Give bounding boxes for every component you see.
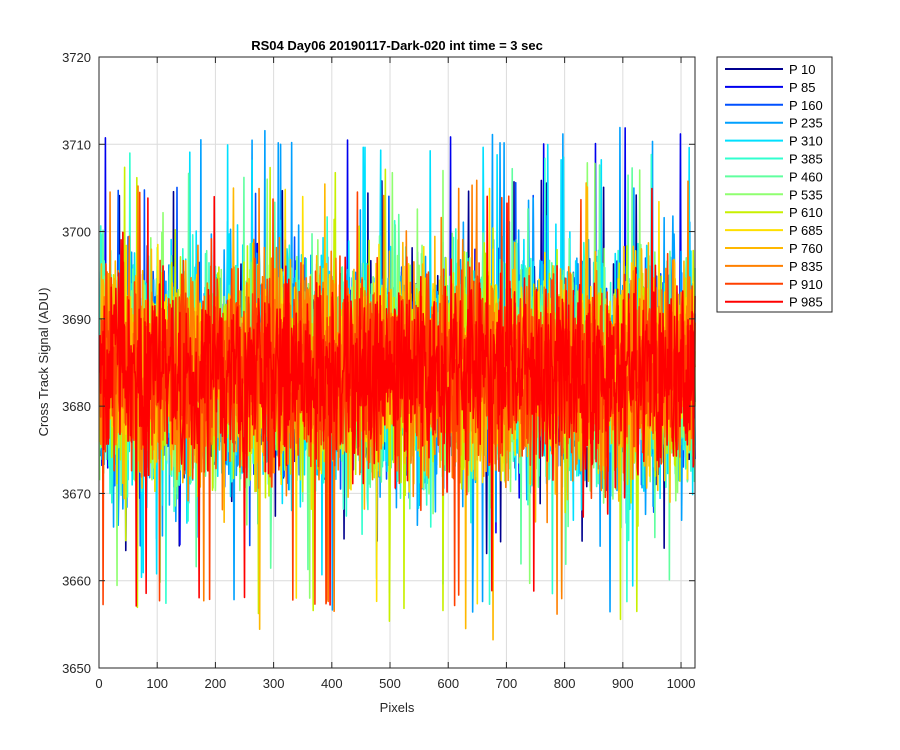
legend-item: P 610 bbox=[725, 205, 823, 220]
x-tick-label: 500 bbox=[379, 676, 401, 691]
legend-item: P 385 bbox=[725, 152, 823, 167]
legend-label: P 310 bbox=[789, 134, 823, 149]
x-tick-label: 300 bbox=[263, 676, 285, 691]
legend-label: P 535 bbox=[789, 187, 823, 202]
x-tick-label: 1000 bbox=[667, 676, 696, 691]
y-tick-label: 3650 bbox=[62, 661, 91, 676]
legend-item: P 835 bbox=[725, 259, 823, 274]
series-layer bbox=[98, 126, 696, 641]
chart-title: RS04 Day06 20190117-Dark-020 int time = … bbox=[251, 38, 543, 53]
plot-frame bbox=[98, 56, 696, 669]
x-tick-label: 700 bbox=[496, 676, 518, 691]
legend-item: P 685 bbox=[725, 223, 823, 238]
y-tick-label: 3680 bbox=[62, 399, 91, 414]
legend-label: P 235 bbox=[789, 116, 823, 131]
legend-label: P 835 bbox=[789, 259, 823, 274]
legend-item: P 160 bbox=[725, 98, 823, 113]
legend-box bbox=[716, 56, 833, 313]
x-tick-label: 900 bbox=[612, 676, 634, 691]
x-tick-label: 400 bbox=[321, 676, 343, 691]
legend-item: P 910 bbox=[725, 277, 823, 292]
y-tick-label: 3690 bbox=[62, 312, 91, 327]
x-tick-label: 0 bbox=[95, 676, 102, 691]
legend-item: P 235 bbox=[725, 116, 823, 131]
series-line-p985 bbox=[98, 187, 696, 607]
y-tick-label: 3660 bbox=[62, 574, 91, 589]
y-tick-label: 3670 bbox=[62, 486, 91, 501]
x-tick-label: 100 bbox=[146, 676, 168, 691]
y-tick-label: 3700 bbox=[62, 225, 91, 240]
legend-label: P 10 bbox=[789, 62, 816, 77]
legend-items: P 10 P 85 P 160 P 235 P 310 P 385 P 460 P 535 P … bbox=[725, 62, 823, 310]
legend-label: P 460 bbox=[789, 169, 823, 184]
y-tick-label: 3710 bbox=[62, 137, 91, 152]
legend-label: P 985 bbox=[789, 295, 823, 310]
y-tick-label: 3720 bbox=[62, 50, 91, 65]
legend-label: P 385 bbox=[789, 152, 823, 167]
legend-item: P 535 bbox=[725, 187, 823, 202]
x-tick-label: 200 bbox=[205, 676, 227, 691]
legend-label: P 910 bbox=[789, 277, 823, 292]
legend: P 10 P 85 P 160 P 235 P 310 P 385 P 460 P 535 P … bbox=[716, 56, 833, 313]
tick-layer: 0 100 200 300 400 500 600 700 800 900 1000 3650 3660… bbox=[62, 50, 695, 691]
y-axis-label: Cross Track Signal (ADU) bbox=[36, 288, 51, 437]
legend-label: P 685 bbox=[789, 223, 823, 238]
legend-item: P 985 bbox=[725, 295, 823, 310]
legend-item: P 310 bbox=[725, 134, 823, 149]
legend-label: P 610 bbox=[789, 205, 823, 220]
x-tick-label: 800 bbox=[554, 676, 576, 691]
legend-item: P 460 bbox=[725, 169, 823, 184]
x-axis-label: Pixels bbox=[380, 700, 415, 715]
legend-label: P 85 bbox=[789, 80, 816, 95]
legend-label: P 760 bbox=[789, 241, 823, 256]
legend-item: P 85 bbox=[725, 80, 816, 95]
legend-label: P 160 bbox=[789, 98, 823, 113]
x-tick-label: 600 bbox=[437, 676, 459, 691]
legend-item: P 10 bbox=[725, 62, 816, 77]
legend-item: P 760 bbox=[725, 241, 823, 256]
